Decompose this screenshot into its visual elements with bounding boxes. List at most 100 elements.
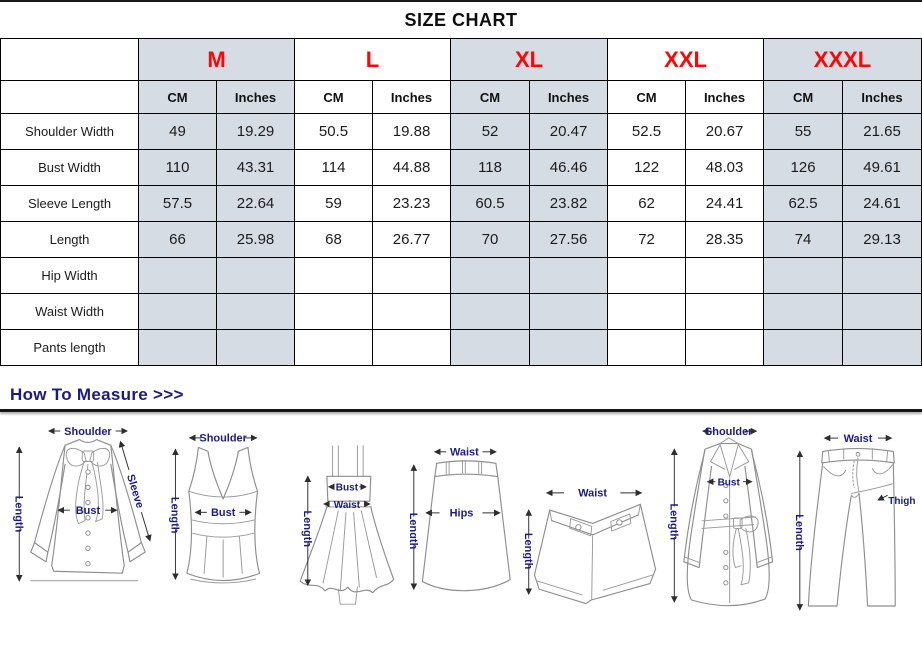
dress-length-label: Length (301, 511, 313, 548)
cell: 59 (294, 185, 374, 222)
skirt-outline (422, 459, 512, 592)
cell (138, 329, 217, 366)
figure-pants: Waist Thigh Length (796, 433, 915, 611)
cell: 28.35 (685, 221, 765, 258)
cell (372, 257, 452, 294)
page-title: SIZE CHART (0, 2, 922, 38)
cell: 49.61 (842, 149, 922, 186)
cell: 122 (607, 149, 687, 186)
figure-blouse: Shoulder Bust Length Sleeve (12, 426, 152, 582)
row-label: Bust Width (0, 149, 139, 186)
cell (372, 329, 452, 366)
tank-length-label: Length (169, 497, 181, 534)
dress-waist-label: Waist (333, 500, 360, 511)
skirt-dimensions: Waist Hips Length (410, 447, 502, 591)
cell: 25.98 (215, 221, 296, 258)
cell: 49 (138, 113, 217, 150)
cell: 62 (607, 185, 687, 222)
cell (372, 293, 452, 330)
size-header-l: L (294, 38, 452, 81)
blouse-shoulder-label: Shoulder (64, 426, 112, 438)
cell: 52.5 (607, 113, 687, 150)
row-label: Hip Width (0, 257, 139, 294)
cell: 22.64 (215, 185, 296, 222)
cell (763, 257, 844, 294)
corner-cell (0, 80, 139, 114)
cell (685, 329, 765, 366)
cell (607, 293, 687, 330)
corner-cell (0, 38, 139, 81)
cell: 26.77 (372, 221, 452, 258)
cell: 55 (763, 113, 844, 150)
section-divider (0, 409, 922, 412)
cell: 21.65 (842, 113, 922, 150)
table-row-length: Length 66 25.98 68 26.77 70 27.56 72 28.… (0, 221, 922, 258)
cell: 20.47 (529, 113, 609, 150)
unit-cm: CM (138, 80, 217, 114)
cell (215, 329, 296, 366)
figure-skirt: Waist Hips Length (410, 447, 512, 592)
skirt-length-label: Length (410, 513, 419, 550)
pants-waist-label: Waist (843, 433, 872, 445)
cell: 24.61 (842, 185, 922, 222)
cell (450, 257, 531, 294)
shorts-length-label: Length (523, 533, 534, 570)
cell (138, 257, 217, 294)
cell: 60.5 (450, 185, 531, 222)
cell: 19.88 (372, 113, 452, 150)
cell: 24.41 (685, 185, 765, 222)
blouse-outline (30, 439, 146, 582)
cell: 118 (450, 149, 531, 186)
unit-inches: Inches (842, 80, 922, 114)
coat-shoulder-label: Shoulder (705, 426, 753, 438)
cell: 43.31 (215, 149, 296, 186)
cell (685, 257, 765, 294)
blouse-length-label: Length (12, 496, 24, 533)
unit-cm: CM (763, 80, 844, 114)
unit-header-row: CM Inches CM Inches CM Inches CM Inches … (0, 80, 922, 114)
size-header-xl: XL (450, 38, 609, 81)
shorts-waist-label: Waist (578, 488, 607, 500)
cell: 23.82 (529, 185, 609, 222)
table-row-waist-width: Waist Width (0, 293, 922, 330)
cell (763, 329, 844, 366)
coat-outline (683, 437, 774, 607)
unit-cm: CM (450, 80, 531, 114)
cell: 114 (294, 149, 374, 186)
cell: 70 (450, 221, 531, 258)
skirt-hips-label: Hips (450, 508, 474, 520)
cell (763, 293, 844, 330)
unit-cm: CM (294, 80, 374, 114)
cell: 44.88 (372, 149, 452, 186)
coat-bust-label: Bust (718, 478, 741, 489)
size-chart-table: M L XL XXL XXXL CM Inches CM Inches CM I… (0, 38, 922, 366)
figure-shorts: Waist Length (523, 488, 657, 605)
cell (607, 257, 687, 294)
cell (685, 293, 765, 330)
row-label: Length (0, 221, 139, 258)
cell: 126 (763, 149, 844, 186)
cell (842, 293, 922, 330)
cell (294, 257, 374, 294)
cell (215, 293, 296, 330)
size-header-row: M L XL XXL XXXL (0, 38, 922, 81)
cell: 46.46 (529, 149, 609, 186)
pants-outline (807, 448, 896, 607)
size-header-m: M (137, 38, 296, 81)
size-header-xxl: XXL (607, 38, 765, 81)
tank-shoulder-label: Shoulder (200, 433, 248, 445)
size-header-xxxl: XXXL (763, 38, 922, 81)
cell: 68 (294, 221, 374, 258)
how-to-measure-heading: How To Measure >>> (10, 385, 184, 404)
cell: 66 (138, 221, 217, 258)
pants-dimensions: Waist Thigh Length (796, 433, 915, 611)
cell: 23.23 (372, 185, 452, 222)
table-row-pants-length: Pants length (0, 329, 922, 366)
cell (450, 329, 531, 366)
figure-tank-top: Shoulder Bust Length (169, 433, 261, 584)
skirt-waist-label: Waist (450, 447, 479, 459)
pants-length-label: Length (796, 514, 805, 551)
coat-length-label: Length (668, 503, 680, 540)
table-row-sleeve-length: Sleeve Length 57.5 22.64 59 23.23 60.5 2… (0, 185, 922, 222)
slip-dress-outline (299, 445, 394, 605)
